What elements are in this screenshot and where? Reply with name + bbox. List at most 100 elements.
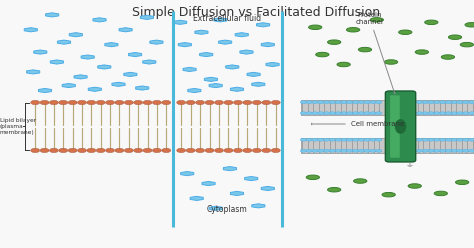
Ellipse shape — [186, 148, 195, 153]
Ellipse shape — [364, 149, 370, 152]
Ellipse shape — [337, 62, 350, 67]
Ellipse shape — [416, 138, 422, 141]
Polygon shape — [235, 33, 248, 37]
Ellipse shape — [77, 148, 86, 153]
Ellipse shape — [422, 149, 428, 152]
Polygon shape — [209, 84, 222, 88]
Polygon shape — [143, 60, 156, 64]
Ellipse shape — [468, 101, 474, 104]
Polygon shape — [223, 167, 237, 171]
Ellipse shape — [335, 112, 341, 115]
Polygon shape — [128, 53, 142, 57]
Polygon shape — [252, 204, 265, 208]
Polygon shape — [50, 60, 64, 64]
Ellipse shape — [252, 100, 261, 105]
Ellipse shape — [425, 20, 438, 25]
Ellipse shape — [143, 100, 152, 105]
Ellipse shape — [370, 149, 376, 152]
Ellipse shape — [370, 101, 376, 104]
Ellipse shape — [215, 100, 224, 105]
Ellipse shape — [341, 149, 347, 152]
Ellipse shape — [439, 138, 446, 141]
Ellipse shape — [451, 149, 457, 152]
Ellipse shape — [31, 100, 40, 105]
Ellipse shape — [205, 100, 214, 105]
Ellipse shape — [323, 149, 329, 152]
Ellipse shape — [106, 148, 115, 153]
Polygon shape — [173, 20, 187, 24]
Ellipse shape — [323, 101, 329, 104]
Ellipse shape — [186, 100, 195, 105]
Ellipse shape — [329, 149, 336, 152]
Polygon shape — [74, 75, 87, 79]
Ellipse shape — [306, 138, 312, 141]
Ellipse shape — [306, 175, 319, 180]
Ellipse shape — [301, 112, 306, 115]
Ellipse shape — [301, 138, 306, 141]
Ellipse shape — [370, 112, 376, 115]
Polygon shape — [119, 28, 132, 32]
Polygon shape — [112, 82, 125, 86]
Polygon shape — [247, 72, 260, 76]
Ellipse shape — [353, 101, 359, 104]
Ellipse shape — [353, 138, 359, 141]
Ellipse shape — [415, 50, 428, 54]
Polygon shape — [150, 40, 163, 44]
Ellipse shape — [434, 112, 440, 115]
Ellipse shape — [306, 149, 312, 152]
Ellipse shape — [301, 149, 306, 152]
Ellipse shape — [77, 100, 86, 105]
Polygon shape — [230, 191, 244, 195]
Ellipse shape — [31, 148, 40, 153]
Ellipse shape — [59, 100, 68, 105]
Ellipse shape — [162, 148, 171, 153]
Ellipse shape — [262, 148, 271, 153]
Ellipse shape — [49, 100, 58, 105]
Ellipse shape — [328, 187, 341, 192]
Ellipse shape — [115, 148, 124, 153]
Ellipse shape — [224, 148, 233, 153]
Bar — [301, 138, 474, 153]
Polygon shape — [240, 50, 253, 54]
Ellipse shape — [364, 112, 370, 115]
Ellipse shape — [134, 148, 143, 153]
Ellipse shape — [457, 101, 463, 104]
Text: Cytoplasm: Cytoplasm — [206, 205, 247, 214]
Ellipse shape — [358, 138, 365, 141]
Ellipse shape — [134, 100, 143, 105]
Polygon shape — [81, 55, 94, 59]
Polygon shape — [256, 23, 270, 27]
Polygon shape — [140, 15, 154, 19]
Polygon shape — [190, 196, 203, 200]
Ellipse shape — [309, 25, 322, 30]
Ellipse shape — [370, 138, 376, 141]
Ellipse shape — [422, 138, 428, 141]
Ellipse shape — [451, 101, 457, 104]
Ellipse shape — [358, 149, 365, 152]
Polygon shape — [202, 182, 215, 186]
Polygon shape — [266, 62, 279, 66]
Ellipse shape — [329, 112, 336, 115]
Ellipse shape — [271, 148, 280, 153]
Ellipse shape — [152, 148, 161, 153]
Ellipse shape — [465, 23, 474, 27]
Ellipse shape — [115, 100, 124, 105]
Ellipse shape — [463, 138, 469, 141]
Ellipse shape — [446, 101, 452, 104]
Ellipse shape — [346, 149, 353, 152]
Ellipse shape — [353, 149, 359, 152]
Ellipse shape — [354, 179, 367, 183]
Ellipse shape — [318, 149, 324, 152]
Ellipse shape — [457, 138, 463, 141]
Ellipse shape — [399, 30, 412, 34]
Text: Protein
channel: Protein channel — [356, 12, 395, 93]
Ellipse shape — [364, 101, 370, 104]
Ellipse shape — [40, 100, 49, 105]
Polygon shape — [24, 28, 37, 32]
Ellipse shape — [434, 138, 440, 141]
Polygon shape — [219, 40, 232, 44]
Ellipse shape — [87, 148, 96, 153]
Ellipse shape — [448, 35, 462, 39]
Ellipse shape — [428, 101, 434, 104]
Ellipse shape — [370, 18, 383, 22]
